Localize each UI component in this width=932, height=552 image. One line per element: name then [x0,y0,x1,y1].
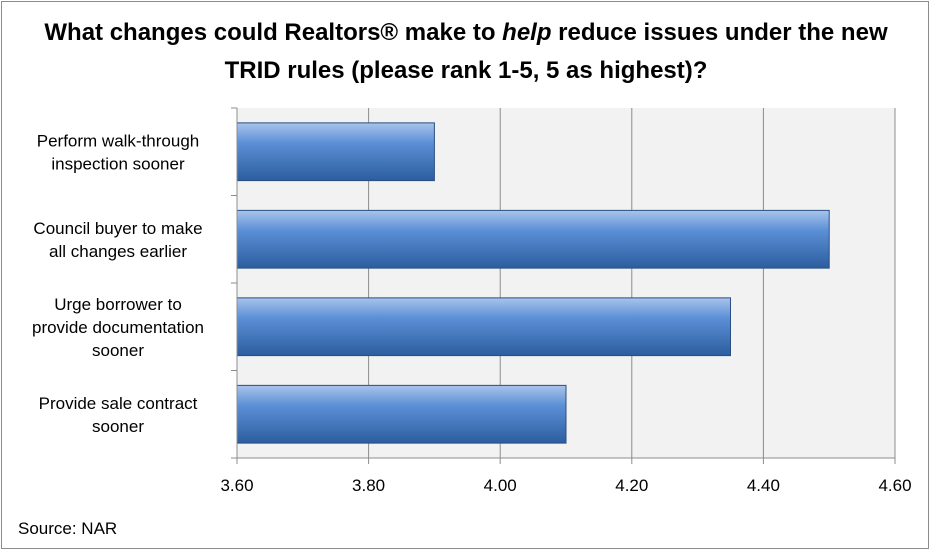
bar [236,384,567,444]
chart-title: What changes could Realtors® make to hel… [0,14,932,90]
axes [231,107,896,464]
x-tick-label: 3.80 [352,476,385,495]
x-tick-labels: 3.60 3.80 4.00 4.20 4.40 4.60 [220,476,911,495]
category-label: Perform walk-through inspection sooner [37,131,200,173]
category-labels: Perform walk-through inspection sooner Cou… [32,131,204,436]
x-tick-label: 3.60 [220,476,253,495]
source-note: Source: NAR [18,519,118,538]
category-label: Council buyer to make all changes earlier [33,219,202,261]
x-tick-label: 4.00 [484,476,517,495]
bar [236,297,731,357]
category-label: Urge borrower to provide documentation soo… [32,295,204,360]
chart-title-line-1: What changes could Realtors® make to hel… [44,19,888,46]
bars [236,122,830,444]
bar [236,122,435,182]
x-tick-label: 4.60 [878,476,911,495]
x-tick-label: 4.20 [615,476,648,495]
bar [236,209,830,269]
x-tick-label: 4.40 [747,476,780,495]
category-label: Provide sale contract sooner [39,394,198,436]
chart-title-line-2: TRID rules (please rank 1-5, 5 as highes… [224,57,708,84]
